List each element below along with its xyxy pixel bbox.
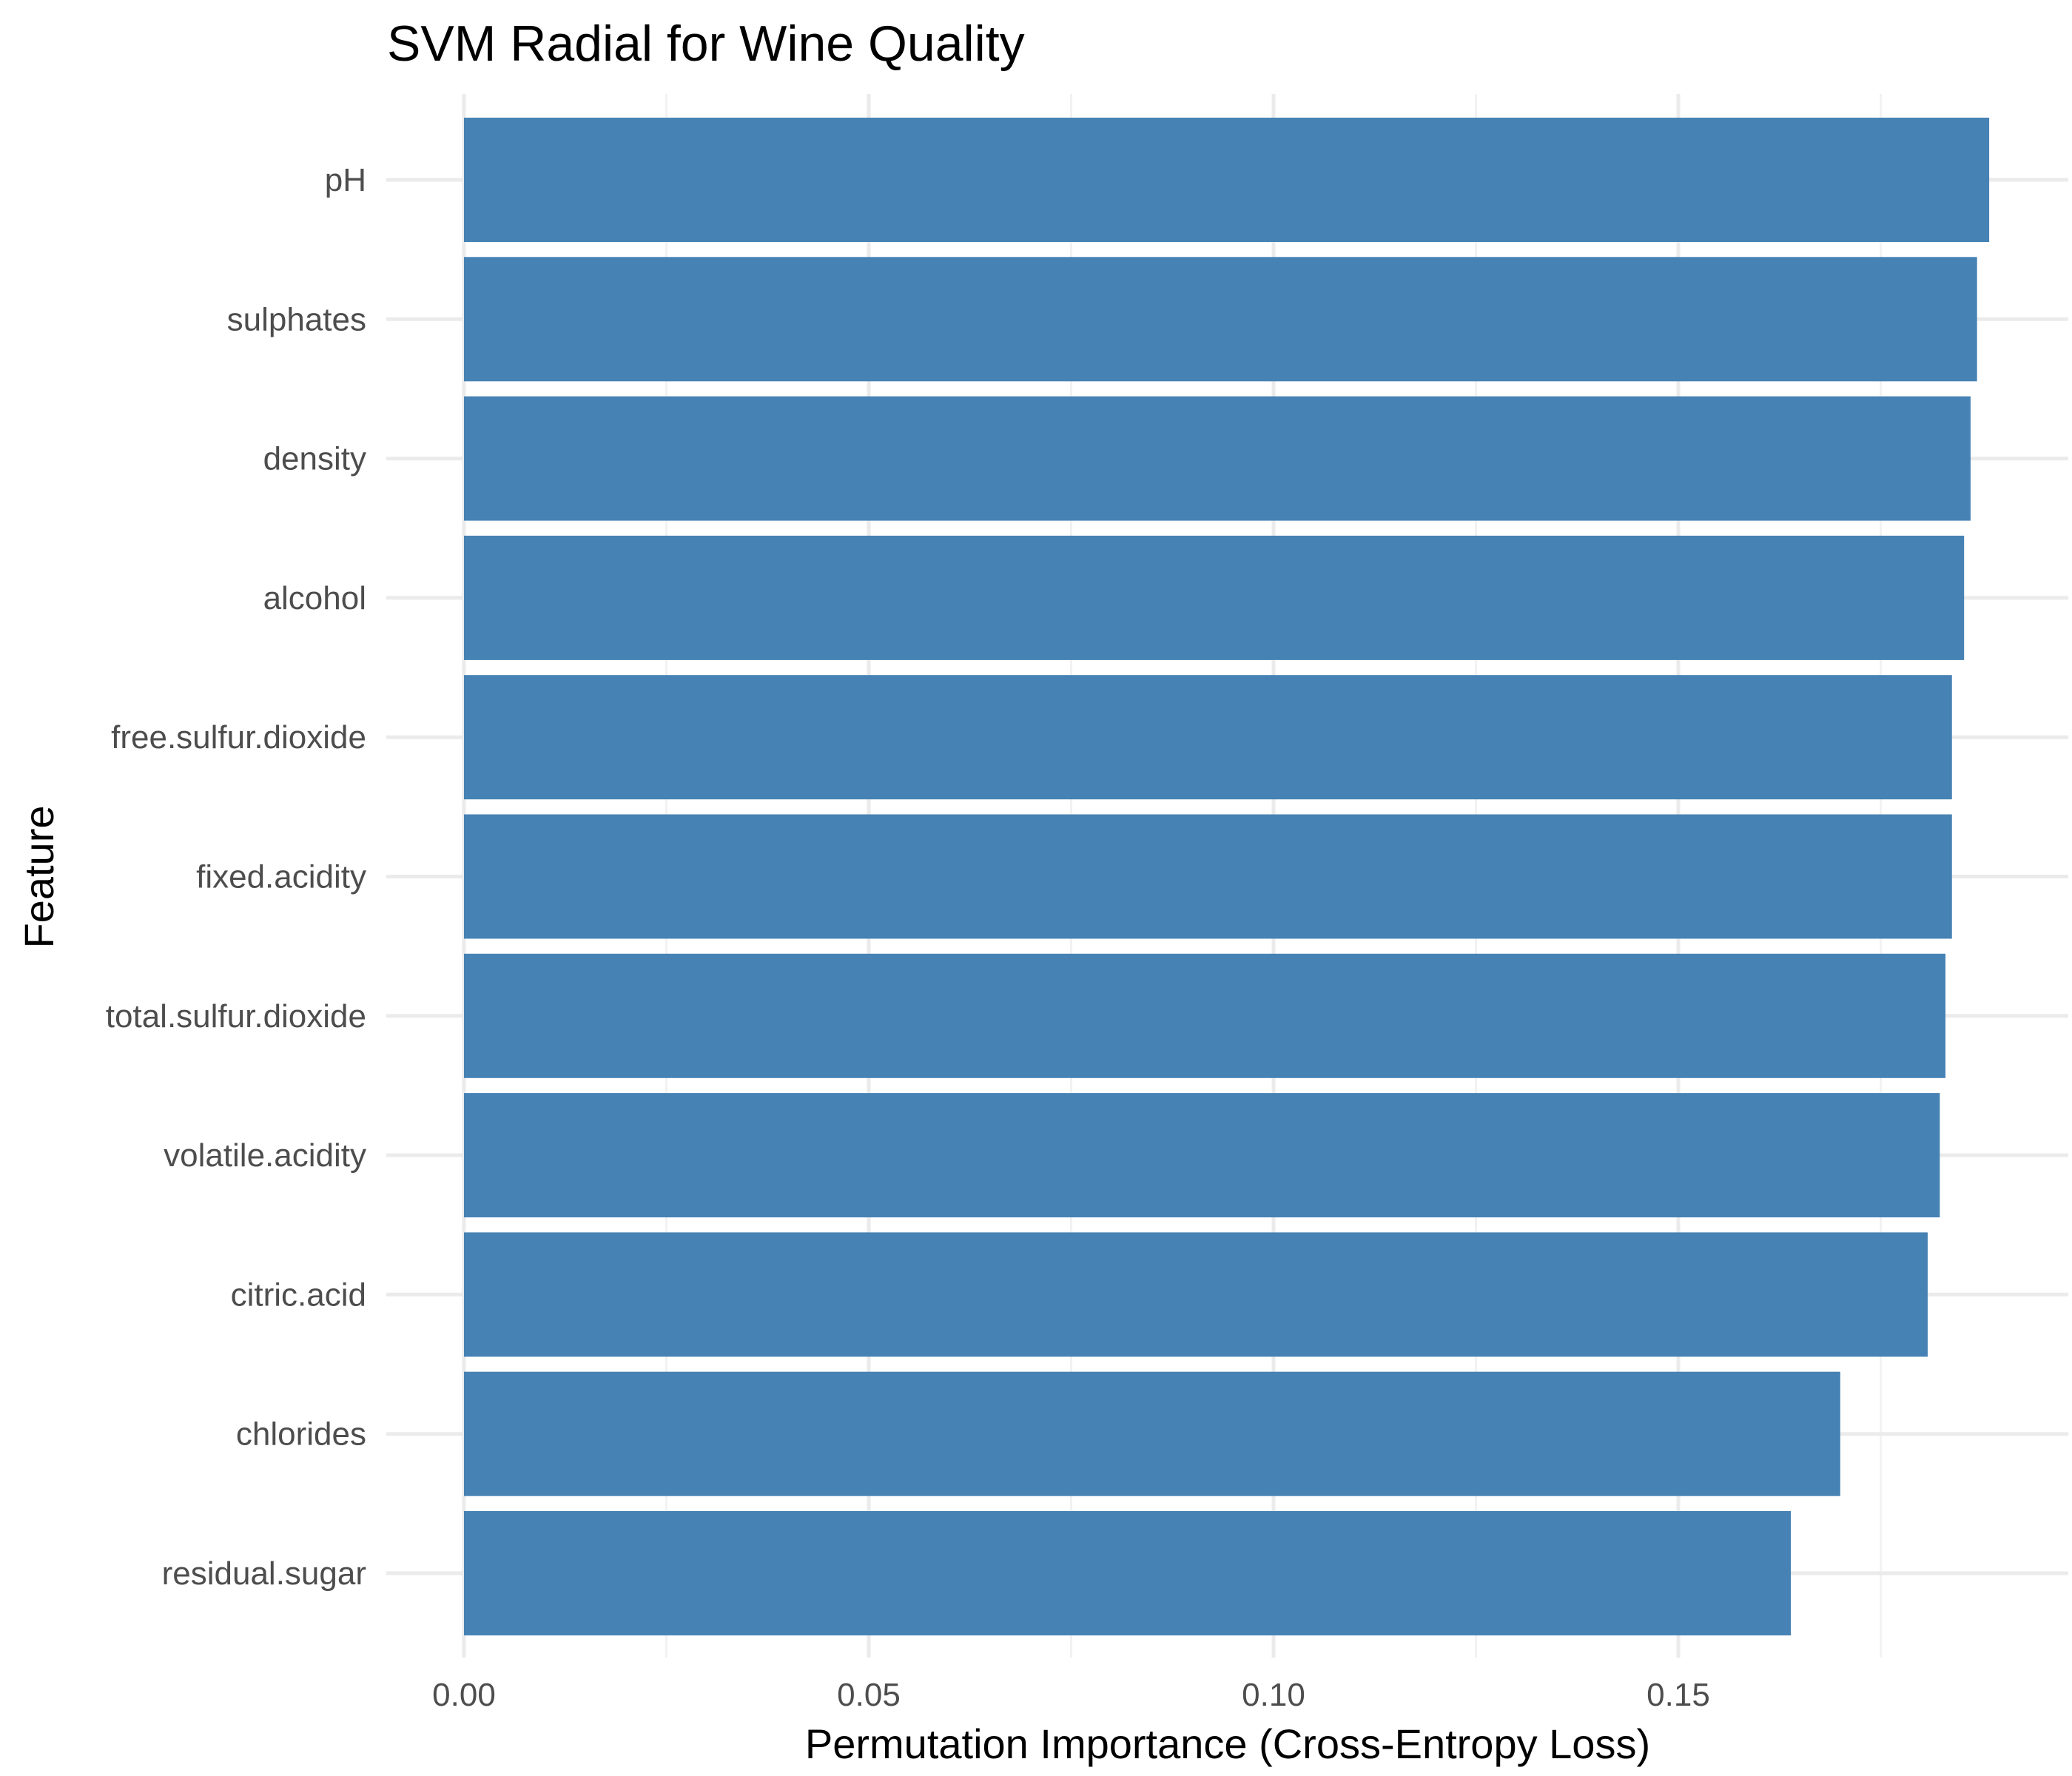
bar bbox=[464, 1093, 1940, 1218]
bars bbox=[464, 118, 1990, 1635]
y-tick-label: total.sulfur.dioxide bbox=[106, 998, 366, 1035]
chart-title: SVM Radial for Wine Quality bbox=[387, 16, 1025, 72]
bar bbox=[464, 1232, 1928, 1357]
y-tick-label: alcohol bbox=[263, 580, 366, 616]
y-tick-label: citric.acid bbox=[231, 1276, 366, 1313]
y-tick-label: volatile.acidity bbox=[164, 1137, 366, 1174]
x-tick-label: 0.05 bbox=[837, 1677, 901, 1713]
x-tick-label: 0.15 bbox=[1646, 1677, 1710, 1713]
y-tick-label: sulphates bbox=[227, 301, 366, 337]
bar bbox=[464, 1371, 1840, 1496]
y-tick-label: pH bbox=[325, 162, 366, 198]
y-tick-label: free.sulfur.dioxide bbox=[111, 719, 366, 756]
bar bbox=[464, 675, 1952, 800]
y-axis-title: Feature bbox=[16, 806, 62, 949]
y-tick-label: chlorides bbox=[236, 1416, 366, 1453]
bar bbox=[464, 953, 1946, 1078]
y-tick-label: residual.sugar bbox=[162, 1555, 366, 1592]
bar bbox=[464, 396, 1971, 521]
y-tick-label: fixed.acidity bbox=[196, 859, 366, 895]
x-axis-tick-labels: 0.00 0.05 0.10 0.15 bbox=[432, 1677, 1710, 1713]
bar bbox=[464, 814, 1952, 939]
x-tick-label: 0.00 bbox=[432, 1677, 496, 1713]
y-tick-label: density bbox=[263, 441, 366, 477]
y-axis-tick-labels: pH sulphates density alcohol free.sulfur.dio… bbox=[106, 162, 366, 1592]
x-tick-label: 0.10 bbox=[1242, 1677, 1305, 1713]
x-axis-title: Permutation Importance (Cross-Entropy Lo… bbox=[805, 1720, 1650, 1767]
bar bbox=[464, 535, 1965, 660]
bar bbox=[464, 1511, 1792, 1635]
bar bbox=[464, 257, 1977, 382]
bar bbox=[464, 118, 1990, 242]
